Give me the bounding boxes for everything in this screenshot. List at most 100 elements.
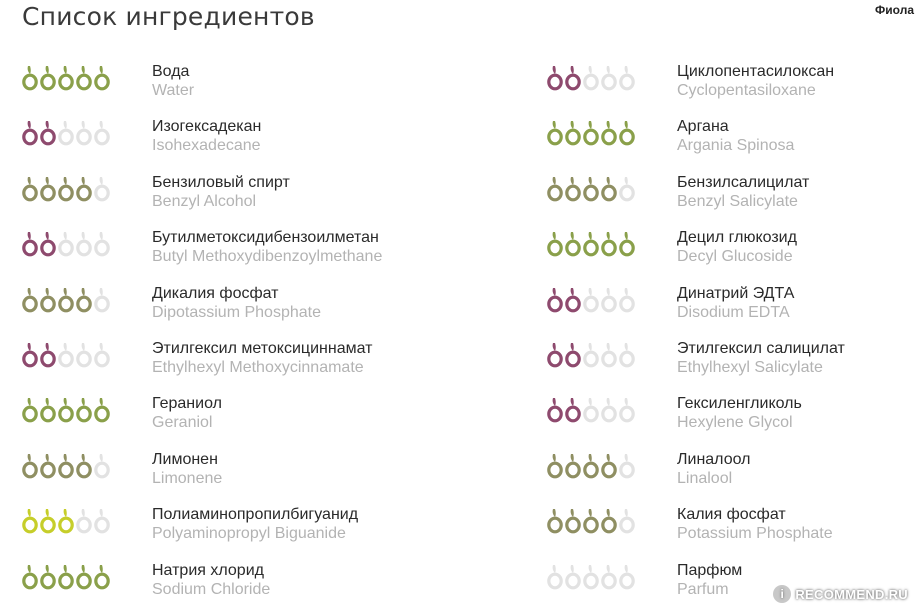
rating-drop-filled-icon [40,232,56,257]
rating-icons [22,508,110,538]
ingredient-names: Линалоол Linalool [677,450,750,488]
ingredient-name-en: Water [152,82,195,99]
ingredient-name-ru[interactable]: Калия фосфат [677,506,786,524]
ingredient-row[interactable]: Аргана Argania Spinosa [547,115,917,170]
ingredient-names: Аргана Argania Spinosa [677,117,794,155]
rating-drop-filled-icon [619,232,635,257]
ingredient-row[interactable]: Бензиловый спирт Benzyl Alcohol [22,171,502,226]
ingredient-row[interactable]: Натрия хлорид Sodium Chloride [22,559,502,614]
ingredient-names: Полиаминопропилбигуанид Polyaminopropyl B… [152,505,358,543]
rating-drop-filled-icon [565,176,581,202]
ingredient-name-ru[interactable]: Децил глюкозид [677,229,797,247]
ingredient-name-en: Cyclopentasiloxane [677,82,816,99]
ingredient-row[interactable]: Бензилсалицилат Benzyl Salicylate [547,171,917,226]
ingredient-row[interactable]: Бутилметоксидибензоилметан Butyl Methoxyd… [22,226,502,281]
ingredient-name-ru[interactable]: Лимонен [152,450,218,468]
ingredient-row[interactable]: Циклопентасилоксан Cyclopentasiloxane [547,60,917,115]
rating-drop-filled-icon [58,453,74,479]
ingredient-row[interactable]: Динатрий ЭДТА Disodium EDTA [547,282,917,337]
rating-drop-filled-icon [76,287,92,312]
ingredient-name-ru[interactable]: Гексиленгликоль [677,395,802,413]
ingredient-name-ru[interactable]: Этилгексил салицилат [677,339,845,357]
ingredient-names: Динатрий ЭДТА Disodium EDTA [677,284,794,322]
ingredient-name-ru[interactable]: Натрия хлорид [152,561,264,579]
ingredient-name-en: Limonene [152,469,223,487]
rating-drop-filled-icon [40,176,56,202]
rating-drop-empty-icon [583,342,599,368]
rating-icons [547,65,635,95]
ingredient-name-ru[interactable]: Бензиловый спирт [152,173,290,191]
ingredient-name-ru[interactable]: Парфюм [677,561,743,579]
ingredient-name-ru[interactable]: Циклопентасилоксан [677,63,835,80]
rating-drop-filled-icon [22,287,38,312]
ingredient-row[interactable]: Вода Water [22,60,502,115]
rating-drop-empty-icon [76,121,92,146]
page-title: Список ингредиентов [22,2,315,31]
rating-drop-filled-icon [565,453,581,479]
ingredient-name-ru[interactable]: Гераниол [152,395,222,413]
rating-drop-filled-icon [22,453,38,479]
ingredient-name-ru[interactable]: Полиаминопропилбигуанид [152,506,359,524]
user-label[interactable]: Фиола [875,3,914,17]
ingredient-name-en: Benzyl Salicylate [677,192,798,210]
rating-drop-filled-icon [565,509,581,534]
ingredient-row[interactable]: Этилгексил метоксициннамат Ethylhexyl Met… [22,337,502,392]
ingredient-name-ru[interactable]: Дикалия фосфат [152,284,279,302]
rating-drop-empty-icon [583,66,599,91]
rating-icons [547,231,635,261]
ingredient-name-ru[interactable]: Линалоол [677,450,751,468]
ingredient-row[interactable]: Полиаминопропилбигуанид Polyaminopropyl B… [22,503,502,558]
ingredient-name-ru[interactable]: Этилгексил метоксициннамат [152,339,373,357]
rating-drop-filled-icon [58,287,74,312]
ingredient-row[interactable]: Децил глюкозид Decyl Glucoside [547,226,917,281]
ingredient-name-ru[interactable]: Аргана [677,118,729,136]
rating-icons [22,65,110,95]
ingredient-row[interactable]: Гераниол Geraniol [22,392,502,447]
rating-drop-empty-icon [76,232,92,257]
ingredient-name-ru[interactable]: Бутилметоксидибензоилметан [152,229,379,247]
rating-drop-filled-icon [565,232,581,257]
ingredients-column-left: Вода Water Изогексадекан Isohexadecane Бензи… [22,60,502,614]
rating-drop-empty-icon [601,342,617,368]
ingredient-names: Натрия хлорид Sodium Chloride [152,561,270,599]
ingredient-names: Изогексадекан Isohexadecane [152,117,261,155]
rating-drop-filled-icon [76,176,92,202]
rating-drop-filled-icon [619,121,635,146]
ingredient-name-ru[interactable]: Бензилсалицилат [677,173,810,191]
rating-drop-filled-icon [22,398,38,423]
ingredient-row[interactable]: Дикалия фосфат Dipotassium Phosphate [22,282,502,337]
ingredient-name-en: Butyl Methoxydibenzoylmethane [152,248,383,266]
rating-drop-filled-icon [547,287,563,312]
rating-drop-empty-icon [547,564,563,589]
ingredient-row[interactable]: Парфюм Parfum [547,559,917,614]
ingredient-name-ru[interactable]: Вода [152,63,190,80]
rating-drop-filled-icon [547,176,563,202]
ingredient-name-ru[interactable]: Изогексадекан [152,118,262,136]
ingredient-names: Этилгексил салицилат Ethylhexyl Salicylat… [677,339,845,377]
rating-drop-empty-icon [58,121,74,146]
rating-drop-filled-icon [601,121,617,146]
rating-drop-filled-icon [40,564,56,589]
rating-drop-empty-icon [619,66,635,91]
watermark-text: RECOMMEND.RU [795,586,908,602]
rating-icons [22,120,110,150]
rating-drop-filled-icon [583,453,599,479]
rating-drop-filled-icon [22,509,38,534]
ingredient-row[interactable]: Этилгексил салицилат Ethylhexyl Salicylat… [547,337,917,392]
ingredient-row[interactable]: Гексиленгликоль Hexylene Glycol [547,392,917,447]
rating-drop-empty-icon [94,121,110,146]
rating-drop-empty-icon [76,342,92,368]
rating-drop-filled-icon [601,453,617,479]
rating-icons [22,231,110,261]
ingredient-row[interactable]: Калия фосфат Potassium Phosphate [547,503,917,558]
rating-icons [547,176,635,206]
ingredient-name-ru[interactable]: Динатрий ЭДТА [677,284,795,302]
rating-drop-filled-icon [547,121,563,146]
ingredient-row[interactable]: Изогексадекан Isohexadecane [22,115,502,170]
rating-drop-filled-icon [76,453,92,479]
rating-drop-filled-icon [22,232,38,257]
ingredient-names: Бутилметоксидибензоилметан Butyl Methoxyd… [152,228,382,266]
ingredient-row[interactable]: Линалоол Linalool [547,448,917,503]
ingredient-row[interactable]: Лимонен Limonene [22,448,502,503]
ingredient-names: Дикалия фосфат Dipotassium Phosphate [152,284,321,322]
